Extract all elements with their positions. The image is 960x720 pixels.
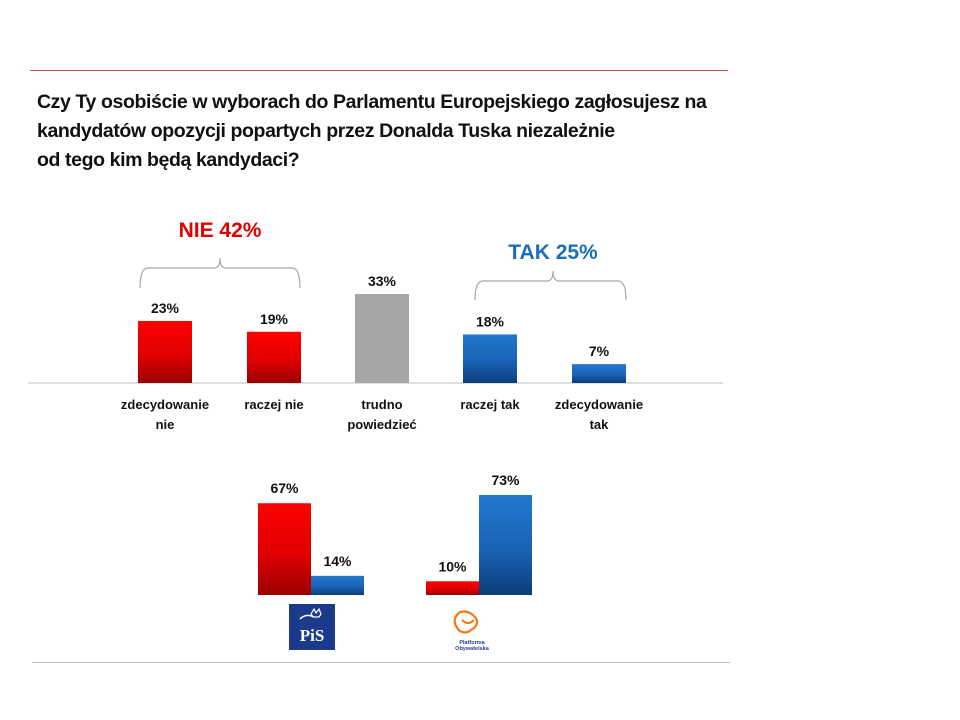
category-label: raczej tak — [460, 397, 520, 412]
bar-zdecydowanie-tak — [572, 364, 626, 383]
heart-icon — [453, 610, 479, 634]
bottom-divider — [32, 662, 730, 663]
data-label: 18% — [476, 313, 505, 329]
eagle-icon — [299, 614, 315, 620]
bar-zdecydowanie-nie — [138, 320, 192, 383]
bar-Platforma-Obywatelska-nie — [426, 581, 479, 595]
top-divider — [30, 70, 728, 71]
category-label: nie — [156, 417, 175, 432]
bar-trudno-powiedzieć — [355, 294, 409, 383]
bar-raczej-nie — [247, 331, 301, 383]
category-label: zdecydowanie — [121, 397, 209, 412]
smile-icon — [461, 619, 475, 624]
data-label: 10% — [438, 558, 467, 574]
bar-raczej-tak — [463, 334, 517, 383]
main-bar-chart: 23% zdecydowanie nie 19% raczej nie 33% trudno… — [28, 219, 723, 432]
data-label: 7% — [589, 343, 610, 359]
question-line-3: od tego kim będą kandydaci? — [37, 149, 300, 171]
bar-PiS-tak — [311, 575, 364, 595]
po-logo-text: Obywatelska — [455, 646, 490, 652]
bar-Platforma-Obywatelska-tak — [479, 495, 532, 595]
party-bar-chart: 67% 10% 14% 73% — [258, 472, 532, 595]
data-label: 73% — [491, 472, 520, 488]
data-label: 67% — [270, 480, 299, 496]
question-line-2: kandydatów opozycji popartych przez Dona… — [37, 120, 615, 142]
category-label: raczej nie — [244, 397, 303, 412]
group-bracket — [139, 257, 301, 289]
category-label: trudno — [361, 397, 402, 412]
question-line-1: Czy Ty osobiście w wyborach do Parlament… — [37, 91, 707, 113]
pis-logo: PiS — [289, 604, 335, 650]
group-label: NIE 42% — [179, 219, 262, 242]
survey-question: Czy Ty osobiście w wyborach do Parlament… — [37, 88, 797, 175]
group-label: TAK 25% — [508, 241, 598, 264]
category-label: zdecydowanie — [555, 397, 643, 412]
data-label: 23% — [151, 300, 180, 316]
group-bracket — [474, 270, 627, 301]
data-label: 19% — [260, 311, 289, 327]
category-label: powiedzieć — [347, 417, 416, 432]
pis-logo-text: PiS — [300, 626, 325, 645]
category-label: tak — [590, 417, 610, 432]
data-label: 33% — [368, 273, 397, 289]
data-label: 14% — [323, 553, 352, 569]
po-logo-text: Platforma — [459, 640, 485, 646]
bar-PiS-nie — [258, 503, 311, 595]
